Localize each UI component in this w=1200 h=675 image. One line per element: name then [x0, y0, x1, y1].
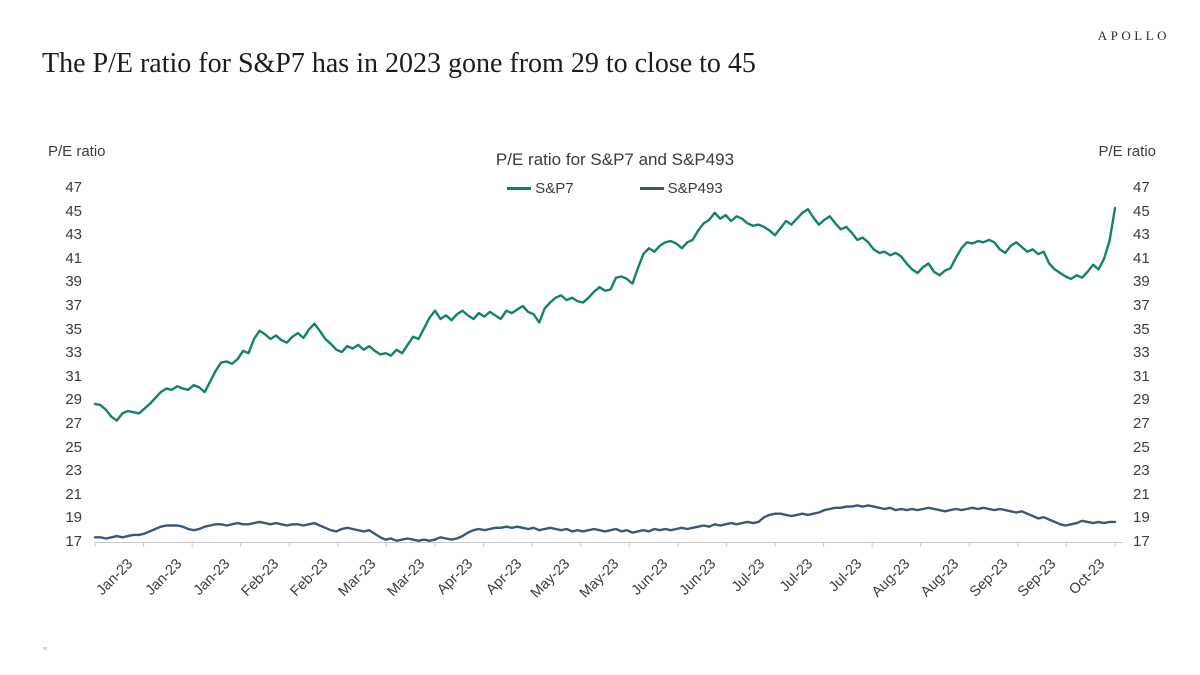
y-tick-label-left: 47	[65, 179, 82, 196]
y-tick-label-left: 23	[65, 462, 82, 480]
y-tick-label-left: 31	[65, 367, 82, 385]
y-tick-label-right: 29	[1133, 391, 1150, 409]
y-axis-title-right: P/E ratio	[1098, 143, 1156, 160]
legend-label-sp493: S&P493	[667, 180, 723, 197]
y-tick-label-right: 19	[1133, 509, 1150, 527]
chart-title: P/E ratio for S&P7 and S&P493	[495, 150, 735, 169]
page-title: The P/E ratio for S&P7 has in 2023 gone …	[42, 48, 756, 79]
y-tick-label-right: 21	[1133, 485, 1150, 503]
y-tick-label-left: 21	[65, 485, 82, 503]
y-tick-label-right: 25	[1133, 438, 1150, 456]
y-tick-label-right: 41	[1133, 249, 1150, 267]
sp7-line-swatch-icon	[507, 187, 532, 190]
y-tick-label-left: 41	[65, 249, 82, 267]
y-tick-label-left: 19	[65, 509, 82, 527]
y-tick-label-left: 37	[65, 297, 82, 314]
stray-mark	[43, 647, 47, 650]
chart-legend: S&P7 S&P493	[95, 180, 1135, 197]
y-tick-label-right: 33	[1133, 344, 1150, 362]
y-tick-label-right: 31	[1133, 367, 1150, 385]
y-tick-label-right: 43	[1133, 226, 1150, 244]
y-tick-label-right: 37	[1133, 297, 1150, 314]
y-tick-label-right: 39	[1133, 273, 1150, 291]
y-tick-label-left: 33	[65, 344, 82, 362]
y-tick-label-left: 45	[65, 202, 82, 220]
y-tick-label-right: 35	[1133, 320, 1150, 338]
y-tick-label-left: 39	[65, 273, 82, 291]
y-tick-label-right: 45	[1133, 202, 1150, 220]
y-axis-title-left: P/E ratio	[48, 143, 106, 160]
legend-item-sp493: S&P493	[639, 180, 723, 197]
apollo-logo: APOLLO	[1097, 28, 1170, 43]
series-line-sp493	[93, 504, 1117, 542]
y-tick-label-right: 47	[1133, 179, 1150, 196]
series-line-sp7	[93, 206, 1117, 422]
y-tick-label-right: 23	[1133, 462, 1150, 480]
y-tick-label-left: 25	[65, 438, 82, 456]
legend-label-sp7: S&P7	[535, 180, 574, 197]
y-tick-label-left: 27	[65, 415, 82, 432]
legend-item-sp7: S&P7	[507, 180, 574, 197]
y-tick-label-left: 29	[65, 391, 82, 409]
y-tick-label-left: 17	[65, 533, 82, 550]
y-tick-label-right: 27	[1133, 415, 1150, 432]
y-tick-label-left: 35	[65, 320, 82, 338]
y-tick-label-right: 17	[1133, 533, 1150, 550]
y-tick-label-left: 43	[65, 226, 82, 244]
sp493-line-swatch-icon	[639, 187, 664, 190]
